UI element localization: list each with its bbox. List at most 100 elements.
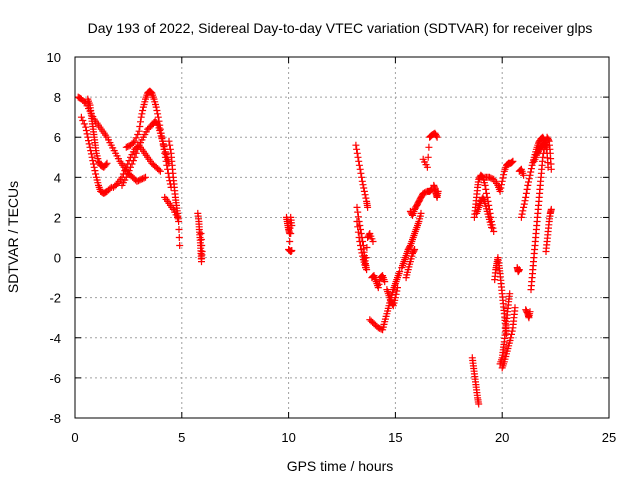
data-point-marker xyxy=(434,187,442,195)
data-point-marker xyxy=(90,163,98,171)
data-point-marker xyxy=(176,242,184,249)
data-point-marker xyxy=(374,284,382,292)
data-point-marker xyxy=(392,290,400,298)
data-point-marker xyxy=(517,213,525,221)
data-point-marker xyxy=(520,203,528,211)
data-point-marker xyxy=(128,160,136,168)
data-point-marker xyxy=(353,218,361,225)
data-point-marker xyxy=(354,223,362,231)
data-point-marker xyxy=(369,238,377,245)
data-point-marker xyxy=(82,123,90,131)
data-point-marker xyxy=(519,207,527,215)
data-point-marker xyxy=(411,246,419,253)
data-point-marker xyxy=(175,218,183,225)
data-point-marker xyxy=(425,143,433,151)
data-point-marker xyxy=(357,169,365,177)
data-point-marker xyxy=(134,131,142,138)
data-point-marker xyxy=(545,136,552,144)
data-point-marker xyxy=(515,266,523,274)
data-point-marker xyxy=(511,304,519,312)
data-point-marker xyxy=(481,181,489,189)
data-point-marker xyxy=(92,170,100,178)
data-point-marker xyxy=(518,210,526,218)
data-point-marker xyxy=(198,242,206,249)
data-point-marker xyxy=(482,185,490,193)
data-point-marker xyxy=(356,165,364,173)
data-point-marker xyxy=(359,181,367,189)
data-point-marker xyxy=(507,334,515,342)
data-point-marker xyxy=(391,294,399,302)
data-point-marker xyxy=(131,153,139,161)
data-point-marker xyxy=(358,173,366,181)
data-point-marker xyxy=(358,177,366,185)
axis-ticks: 0 5 10 15 20 25 -8 -6 -4 -2 0 2 4 6 8 10 xyxy=(47,50,617,445)
data-point-marker xyxy=(490,228,498,235)
data-point-marker xyxy=(139,107,147,114)
data-point-marker xyxy=(488,224,495,231)
data-point-marker xyxy=(499,174,507,182)
y-tick-label: 2 xyxy=(54,210,61,225)
data-point-marker xyxy=(175,234,183,241)
data-point-marker xyxy=(85,140,93,148)
data-point-marker xyxy=(381,278,389,286)
data-point-marker xyxy=(496,187,504,195)
data-point-marker xyxy=(197,230,205,237)
data-point-marker xyxy=(165,137,173,145)
data-points xyxy=(74,87,555,408)
data-point-marker xyxy=(127,163,134,171)
data-point-marker xyxy=(362,254,370,262)
x-tick-label: 15 xyxy=(388,430,402,445)
y-tick-label: 4 xyxy=(54,170,61,185)
data-point-marker xyxy=(424,153,432,161)
data-point-marker xyxy=(174,213,181,221)
data-point-marker xyxy=(527,168,535,176)
data-point-marker xyxy=(539,153,547,161)
data-point-marker xyxy=(362,194,370,202)
data-point-marker xyxy=(360,184,368,192)
data-point-marker xyxy=(394,284,401,292)
data-point-marker xyxy=(154,110,162,118)
data-point-marker xyxy=(433,133,441,141)
data-point-marker xyxy=(525,175,533,183)
data-point-marker xyxy=(287,230,295,237)
x-tick-label: 25 xyxy=(602,430,616,445)
data-point-marker xyxy=(483,189,490,197)
data-point-marker xyxy=(135,127,143,135)
data-point-marker xyxy=(525,178,532,186)
data-point-marker xyxy=(509,157,517,165)
data-point-marker xyxy=(131,137,139,145)
x-axis-label: GPS time / hours xyxy=(287,458,394,474)
data-point-marker xyxy=(353,145,361,153)
data-point-marker xyxy=(498,177,506,185)
data-point-marker xyxy=(197,236,205,243)
data-point-marker xyxy=(542,142,550,150)
data-point-marker xyxy=(142,173,149,181)
data-point-marker xyxy=(359,252,367,260)
data-point-marker xyxy=(102,161,110,169)
data-point-marker xyxy=(524,181,532,189)
data-point-marker xyxy=(508,327,516,335)
x-tick-label: 20 xyxy=(495,430,509,445)
data-point-marker xyxy=(520,171,528,179)
data-point-marker xyxy=(103,159,111,167)
data-point-marker xyxy=(363,244,371,251)
data-point-marker xyxy=(166,145,174,153)
data-point-marker xyxy=(389,300,397,308)
data-point-marker xyxy=(357,242,364,249)
data-point-marker xyxy=(423,163,431,171)
data-point-marker xyxy=(156,167,164,175)
data-point-marker xyxy=(497,184,505,192)
data-point-marker xyxy=(375,280,383,288)
y-tick-label: -6 xyxy=(49,371,61,386)
data-point-marker xyxy=(508,330,515,338)
data-point-marker xyxy=(410,247,418,255)
data-point-marker xyxy=(153,107,161,114)
data-point-marker xyxy=(547,165,555,173)
data-point-marker xyxy=(540,149,547,157)
data-point-marker xyxy=(508,158,516,166)
data-point-marker xyxy=(522,193,530,201)
x-tick-label: 0 xyxy=(71,430,78,445)
data-point-marker xyxy=(138,110,146,118)
data-point-marker xyxy=(364,203,372,211)
